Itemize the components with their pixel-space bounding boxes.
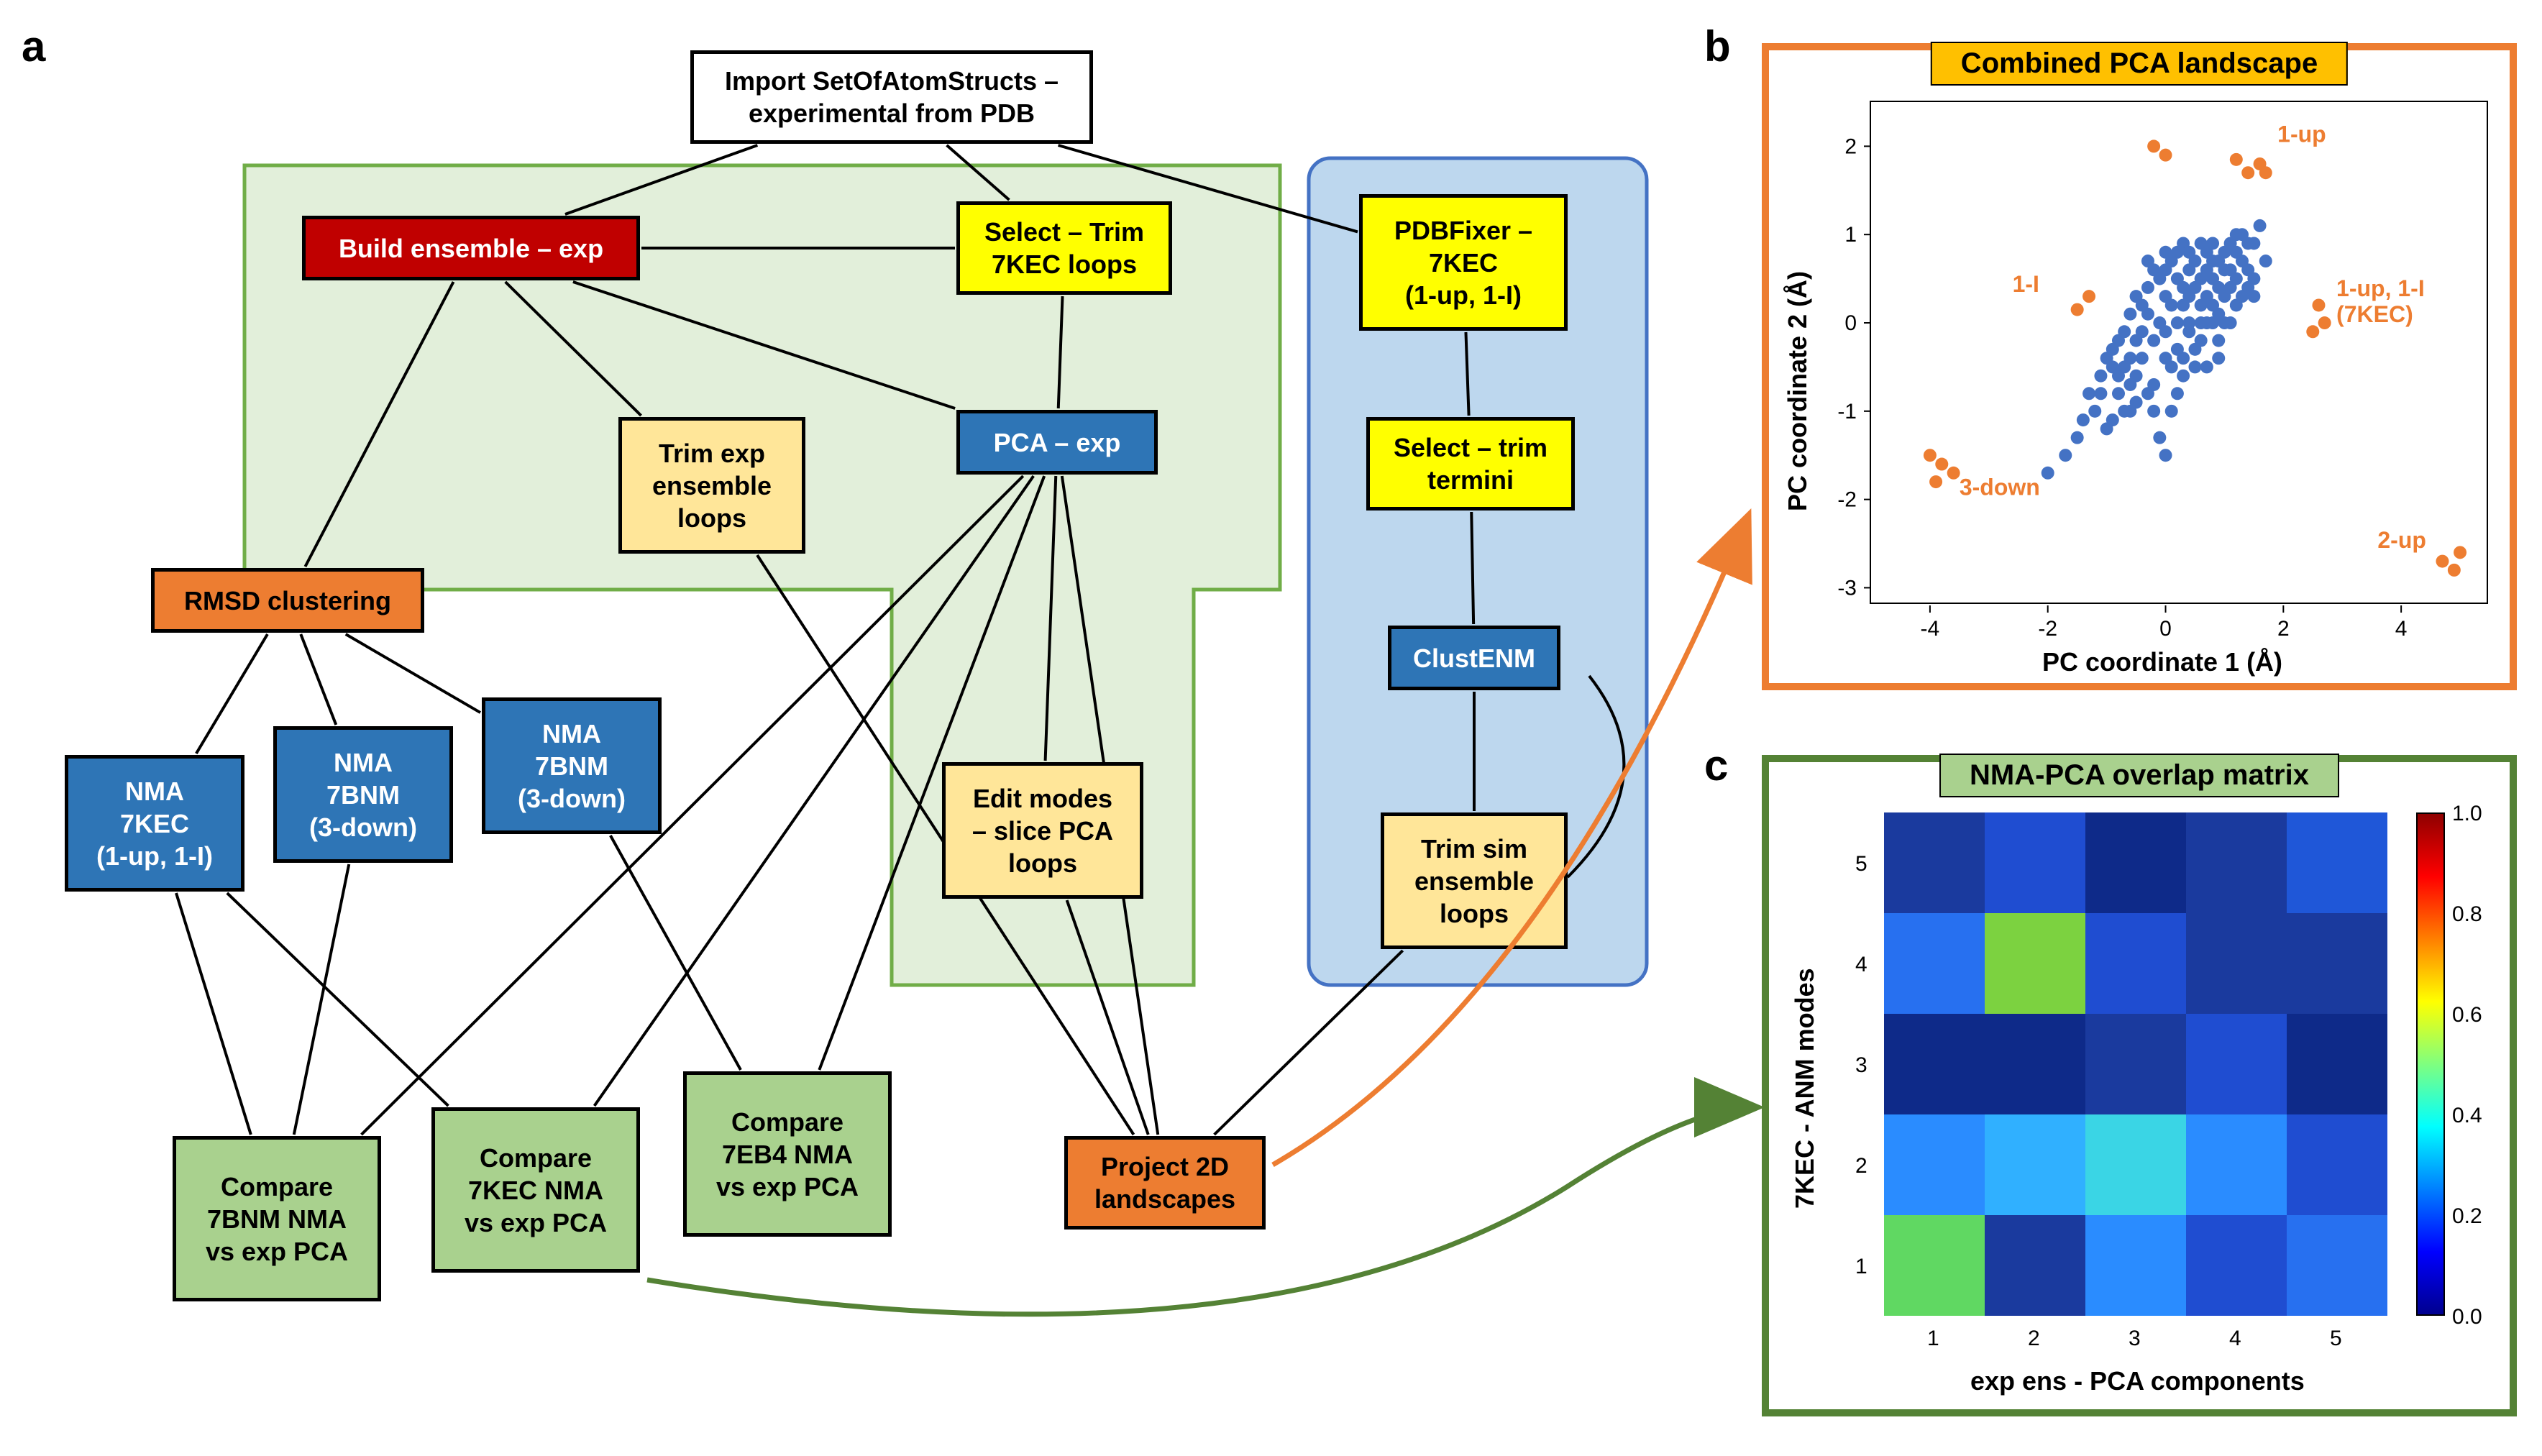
svg-text:4: 4 (2395, 617, 2408, 641)
node-import: Import SetOfAtomStructs –experimental fr… (690, 50, 1093, 144)
svg-text:1-up: 1-up (2277, 121, 2326, 147)
svg-text:2: 2 (2277, 617, 2290, 641)
flowchart: Import SetOfAtomStructs –experimental fr… (43, 36, 1668, 1402)
svg-text:2-up: 2-up (2377, 527, 2426, 553)
node-clustenm: ClustENM (1388, 626, 1560, 690)
scatter-ylabel: PC coordinate 2 (Å) (1783, 152, 1813, 511)
svg-text:2: 2 (1844, 134, 1857, 158)
svg-text:-4: -4 (1921, 617, 1940, 641)
scatter-plot-area: -4-2024-3-2-10121-up1-I1-up, 1-I(7KEC)3-… (1870, 101, 2488, 604)
node-edit-modes: Edit modes– slice PCAloops (942, 762, 1143, 899)
node-pca-exp: PCA – exp (956, 410, 1158, 475)
svg-text:1-I: 1-I (2013, 271, 2039, 297)
svg-text:-3: -3 (1837, 576, 1857, 600)
heatmap-title: NMA-PCA overlap matrix (1939, 754, 2339, 797)
node-build-ensemble: Build ensemble – exp (302, 216, 640, 280)
node-pdbfixer: PDBFixer –7KEC(1-up, 1-I) (1359, 194, 1568, 331)
panel-b-label: b (1704, 22, 1731, 71)
node-nma-7bnm-2: NMA7BNM(3-down) (482, 697, 662, 834)
scatter-title: Combined PCA landscape (1931, 42, 2348, 86)
heatmap-plot-area (1884, 812, 2387, 1316)
svg-text:0: 0 (1844, 311, 1857, 335)
heatmap-colorbar (2416, 812, 2445, 1316)
node-nma-7bnm-1: NMA7BNM(3-down) (273, 726, 453, 863)
node-project-2d: Project 2Dlandscapes (1064, 1136, 1266, 1230)
svg-text:3-down: 3-down (1960, 474, 2040, 500)
svg-text:1-up, 1-I(7KEC): 1-up, 1-I(7KEC) (2336, 275, 2425, 327)
heatmap-panel: NMA-PCA overlap matrix 7KEC - ANM modes … (1762, 755, 2517, 1416)
heatmap-xlabel: exp ens - PCA components (1970, 1366, 2305, 1396)
heatmap-ylabel: 7KEC - ANM modes (1790, 921, 1820, 1209)
svg-text:-2: -2 (1837, 488, 1857, 512)
scatter-xlabel: PC coordinate 1 (Å) (2042, 647, 2282, 677)
svg-text:-1: -1 (1837, 400, 1857, 423)
node-trim-sim-ensemble: Trim simensembleloops (1381, 812, 1568, 949)
svg-text:0: 0 (2159, 617, 2172, 641)
node-nma-7kec: NMA7KEC(1-up, 1-I) (65, 755, 244, 892)
panel-a-label: a (22, 22, 45, 71)
node-trim-exp-ensemble: Trim expensembleloops (618, 417, 805, 554)
node-rmsd-clustering: RMSD clustering (151, 568, 424, 633)
node-compare-7kec: Compare7KEC NMAvs exp PCA (431, 1107, 640, 1273)
svg-text:1: 1 (1844, 223, 1857, 247)
node-compare-7bnm: Compare7BNM NMAvs exp PCA (173, 1136, 381, 1301)
scatter-panel: Combined PCA landscape -4 -2 0 2 4 -3 -2 -1 0 1 2 1… (1762, 43, 2517, 690)
node-select-trim-7kec: Select – Trim7KEC loops (956, 201, 1172, 295)
node-select-trim-termini: Select – trimtermini (1366, 417, 1575, 510)
panel-c-label: c (1704, 741, 1728, 790)
node-compare-7eb4: Compare7EB4 NMAvs exp PCA (683, 1071, 892, 1237)
svg-text:-2: -2 (2038, 617, 2057, 641)
